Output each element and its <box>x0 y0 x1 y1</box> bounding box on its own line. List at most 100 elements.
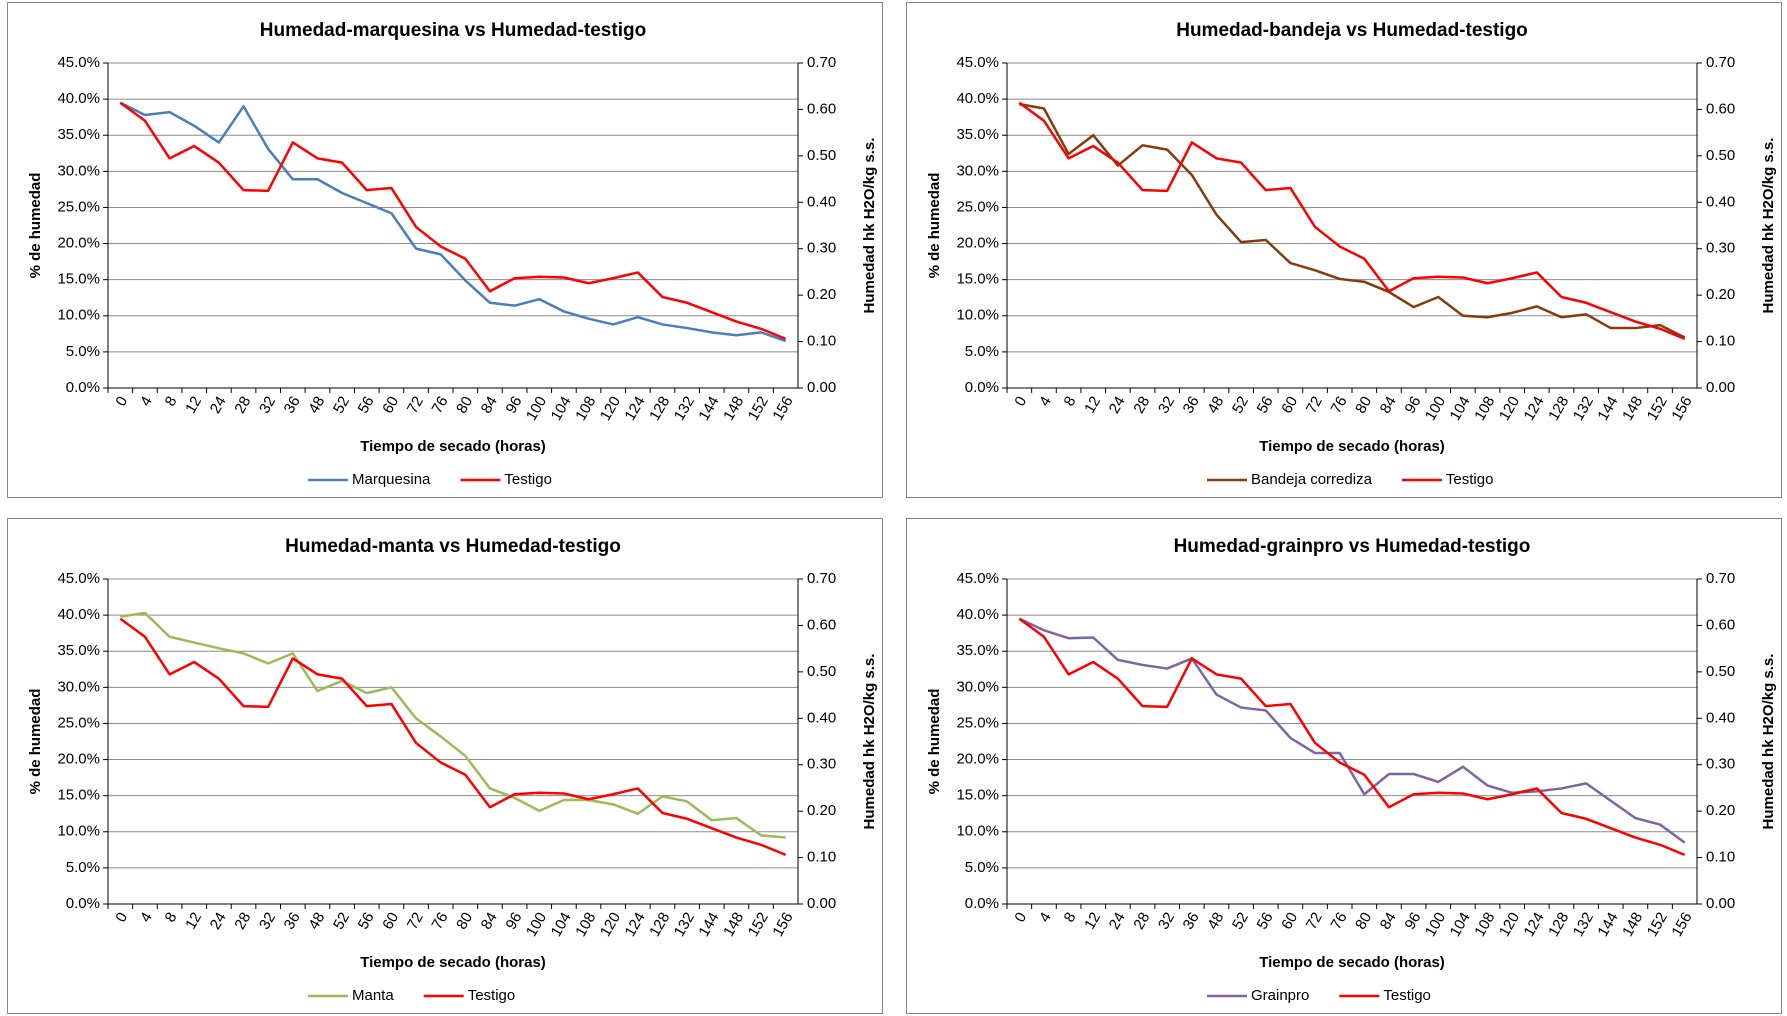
y-tick-label: 30.0% <box>57 162 100 179</box>
y-tick-label: 5.0% <box>965 343 999 360</box>
x-tick-label: 12 <box>182 393 205 416</box>
x-tick-label: 32 <box>256 393 279 416</box>
data-line <box>1018 101 1686 341</box>
x-tick-label: 152 <box>745 393 772 423</box>
y2-tick-label: 0.10 <box>1706 849 1735 866</box>
x-tick-label: 124 <box>1520 909 1547 939</box>
x-tick-label: 128 <box>646 393 673 423</box>
data-line <box>120 611 786 839</box>
data-line <box>1018 617 1686 844</box>
x-tick-label: 84 <box>478 909 501 932</box>
x-tick-label: 80 <box>1352 909 1375 932</box>
y-tick-label: 40.0% <box>956 606 999 623</box>
y-tick-label: 30.0% <box>57 678 100 695</box>
y-tick-label: 0.0% <box>66 895 100 912</box>
y-tick-label: 0.0% <box>965 895 999 912</box>
x-tick-label: 108 <box>572 393 599 423</box>
y-axis-title: % de humedad <box>27 173 44 279</box>
x-tick-label: 96 <box>502 909 525 932</box>
y2-tick-label: 0.40 <box>807 193 836 210</box>
x-tick-label: 100 <box>523 909 550 939</box>
x-tick-label: 52 <box>330 909 353 932</box>
y-tick-label: 10.0% <box>956 823 999 840</box>
y2-tick-label: 0.10 <box>807 333 836 350</box>
data-line <box>1019 102 1686 339</box>
x-tick-label: 128 <box>646 909 673 939</box>
x-axis-title: Tiempo de secado (horas) <box>1259 438 1445 455</box>
x-tick-label: 32 <box>256 909 279 932</box>
x-tick-label: 96 <box>502 393 525 416</box>
chart-panel: Humedad-bandeja vs Humedad-testigo 0.0% 5.… <box>906 2 1782 498</box>
x-tick-label: 60 <box>379 909 402 932</box>
legend-label: Testigo <box>468 987 516 1004</box>
x-tick-label: 56 <box>1254 909 1277 932</box>
y-tick-label: 10.0% <box>57 307 100 324</box>
x-tick-label: 0 <box>112 393 131 409</box>
y2-tick-label: 0.50 <box>807 663 836 680</box>
y-tick-label: 5.0% <box>66 343 100 360</box>
x-tick-label: 32 <box>1155 909 1178 932</box>
y-tick-label: 15.0% <box>57 271 100 288</box>
x-tick-label: 104 <box>548 909 575 939</box>
y2-tick-label: 0.60 <box>1706 100 1735 117</box>
y2-axis-title: Humedad hk H2O/kg s.s. <box>1760 138 1777 314</box>
x-tick-label: 24 <box>1106 909 1129 932</box>
y-tick-label: 0.0% <box>965 379 999 396</box>
x-tick-label: 24 <box>1106 393 1129 416</box>
legend-label: Marquesina <box>352 471 431 488</box>
x-tick-label: 84 <box>478 393 501 416</box>
y2-tick-label: 0.30 <box>1706 756 1735 773</box>
y2-tick-label: 0.70 <box>807 54 836 71</box>
x-tick-label: 108 <box>1471 909 1498 939</box>
y-axis-title: % de humedad <box>27 689 44 795</box>
y2-tick-label: 0.20 <box>1706 286 1735 303</box>
y2-tick-label: 0.00 <box>807 895 836 912</box>
y-tick-label: 45.0% <box>956 570 999 587</box>
y-tick-label: 25.0% <box>956 714 999 731</box>
x-tick-label: 8 <box>1061 393 1080 409</box>
x-tick-label: 156 <box>769 909 796 939</box>
x-tick-label: 76 <box>429 393 452 416</box>
x-tick-label: 144 <box>1594 393 1621 423</box>
x-tick-label: 76 <box>1328 393 1351 416</box>
x-tick-label: 100 <box>1422 393 1449 423</box>
x-tick-label: 32 <box>1155 393 1178 416</box>
y2-tick-label: 0.00 <box>1706 379 1735 396</box>
x-tick-label: 52 <box>330 393 353 416</box>
legend-label: Testigo <box>504 471 552 488</box>
x-tick-label: 84 <box>1377 909 1400 932</box>
y2-tick-label: 0.60 <box>807 616 836 633</box>
legend-label: Testigo <box>1383 987 1431 1004</box>
y2-tick-label: 0.10 <box>1706 333 1735 350</box>
x-tick-label: 132 <box>1570 909 1597 939</box>
x-tick-label: 144 <box>695 909 722 939</box>
x-tick-label: 56 <box>355 393 378 416</box>
x-tick-label: 56 <box>1254 393 1277 416</box>
x-tick-label: 120 <box>597 393 624 423</box>
x-tick-label: 12 <box>182 909 205 932</box>
x-tick-label: 28 <box>231 393 254 416</box>
x-tick-label: 4 <box>1036 393 1055 409</box>
y-axis-title: % de humedad <box>926 689 943 795</box>
x-tick-label: 4 <box>137 909 156 925</box>
legend-label: Manta <box>352 987 394 1004</box>
y2-tick-label: 0.40 <box>807 709 836 726</box>
y-tick-label: 20.0% <box>57 235 100 252</box>
x-tick-label: 148 <box>1619 393 1646 423</box>
y-tick-label: 35.0% <box>956 642 999 659</box>
x-tick-label: 124 <box>621 909 648 939</box>
x-tick-label: 12 <box>1081 909 1104 932</box>
y-tick-label: 30.0% <box>956 678 999 695</box>
chart-title: Humedad-manta vs Humedad-testigo <box>285 536 621 557</box>
x-tick-label: 104 <box>548 393 575 423</box>
y2-tick-label: 0.20 <box>807 802 836 819</box>
x-tick-label: 96 <box>1401 393 1424 416</box>
x-tick-label: 132 <box>1570 393 1597 423</box>
x-tick-label: 0 <box>112 909 131 925</box>
y-tick-label: 40.0% <box>57 90 100 107</box>
y-tick-label: 25.0% <box>956 198 999 215</box>
y-tick-label: 45.0% <box>57 570 100 587</box>
y-tick-label: 25.0% <box>57 714 100 731</box>
x-tick-label: 76 <box>1328 909 1351 932</box>
